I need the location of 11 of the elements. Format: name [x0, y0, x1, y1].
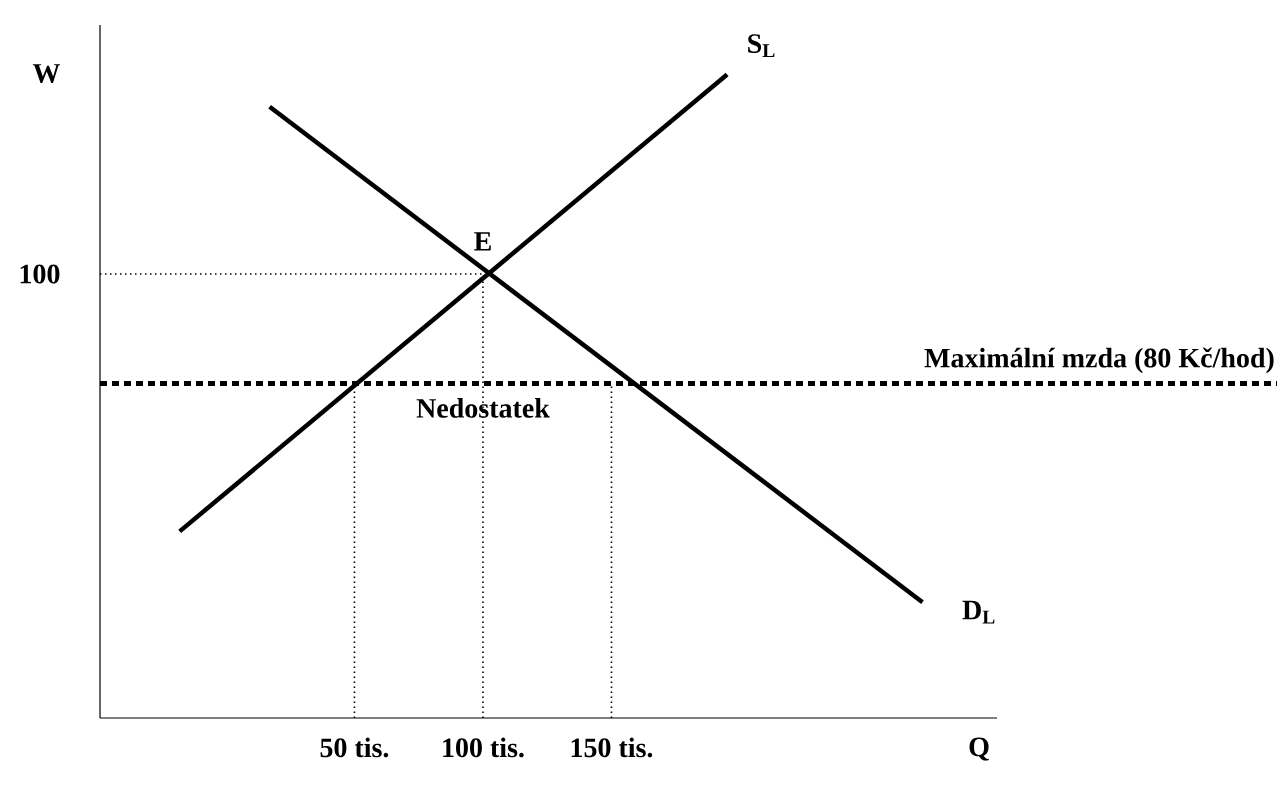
x-tick-label: 100 tis. [443, 737, 524, 758]
x-tick-label: 50 tis. [320, 737, 389, 758]
text: 100 [20, 264, 60, 284]
series-label: S$_{L}$ [748, 34, 775, 57]
annotation: Nedostatek [416, 398, 550, 418]
x-axis-title: Q [969, 737, 989, 761]
x-tick-label: 150 tis. [571, 737, 653, 758]
annotation: E [474, 232, 491, 251]
ref-line-label: Maximální mzda (80 Kč/hod) [924, 347, 1274, 374]
y-axis-title: W [32, 64, 61, 83]
series-label: D$_{L}$ [962, 600, 995, 624]
